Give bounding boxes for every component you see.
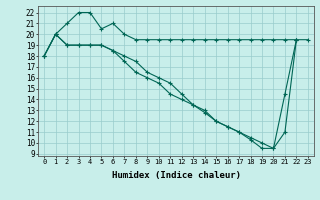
- X-axis label: Humidex (Indice chaleur): Humidex (Indice chaleur): [111, 171, 241, 180]
